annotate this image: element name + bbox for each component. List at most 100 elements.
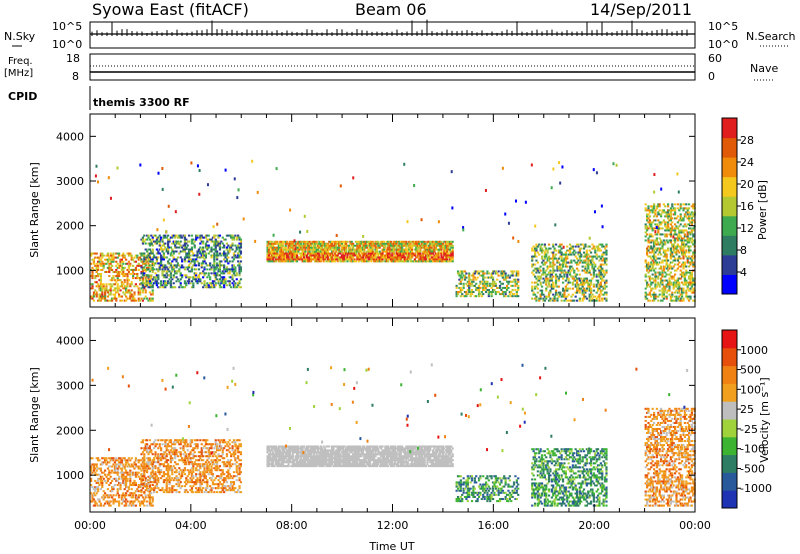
- scatter-cell: [160, 236, 163, 239]
- scatter-cell: [318, 258, 321, 261]
- scatter-cell: [650, 295, 653, 298]
- scatter-cell: [141, 262, 145, 265]
- scatter-cell: [487, 291, 490, 294]
- scatter-cell: [589, 291, 593, 294]
- scatter-cell: [556, 297, 559, 300]
- scatter-cell: [650, 221, 653, 224]
- scatter-cell: [287, 465, 290, 468]
- scatter-cell: [192, 252, 195, 255]
- scatter-cell: [680, 241, 684, 244]
- scatter-cell: [384, 244, 387, 247]
- scatter-cell: [151, 244, 154, 247]
- scatter-cell: [665, 235, 668, 238]
- scatter-cell: [158, 238, 161, 241]
- scatter-cell: [543, 279, 546, 282]
- scatter-cell: [176, 262, 180, 265]
- scatter-cell: [647, 221, 650, 224]
- scatter-cell: [160, 256, 163, 259]
- scatter-cell: [486, 280, 489, 283]
- scatter-cell: [575, 299, 579, 302]
- scatter-cell: [595, 245, 598, 248]
- scatter-cell: [300, 445, 303, 448]
- scatter-cell: [539, 293, 542, 296]
- scatter-cell: [140, 258, 143, 261]
- scatter-cell: [678, 233, 681, 236]
- scatter-cell: [510, 295, 513, 298]
- scatter-cell: [652, 279, 656, 282]
- scatter-cell: [671, 267, 674, 270]
- scatter-cell: [231, 242, 234, 245]
- scatter-cell: [148, 282, 152, 285]
- scatter-cell: [655, 295, 658, 298]
- scatter-cell: [183, 268, 187, 271]
- scatter-cell: [280, 258, 283, 261]
- scatter-cell: [325, 256, 328, 259]
- scatter-cell: [195, 264, 198, 267]
- scatter-cell: [307, 258, 310, 261]
- scatter-cell: [125, 285, 128, 288]
- scatter-cell: [669, 239, 672, 242]
- scatter-cell: [283, 258, 286, 261]
- scatter-cell: [330, 246, 334, 249]
- scatter-cell: [655, 207, 658, 210]
- scatter-cell: [349, 254, 352, 257]
- scatter-cell: [645, 253, 649, 256]
- scatter-cell: [539, 249, 542, 252]
- scatter-cell: [111, 254, 114, 257]
- scatter-cell: [461, 276, 464, 279]
- scatter-cell: [566, 275, 569, 278]
- scatter-cell: [399, 250, 402, 253]
- scatter-cell: [169, 276, 173, 279]
- scatter-cell: [554, 277, 558, 280]
- scatter-cell: [325, 244, 328, 247]
- scatter-cell: [171, 268, 174, 271]
- scatter-cell: [213, 244, 216, 247]
- scatter-cell: [104, 291, 107, 294]
- scatter-cell: [210, 250, 213, 253]
- scatter-cell: [157, 240, 160, 243]
- scatter-cell: [605, 253, 608, 256]
- scatter-cell: [417, 250, 421, 253]
- sparse-echo: [420, 218, 423, 222]
- scatter-cell: [451, 244, 454, 247]
- scatter-cell: [387, 246, 390, 249]
- scatter-cell: [571, 299, 574, 302]
- scatter-cell: [532, 255, 535, 258]
- scatter-cell: [148, 248, 152, 251]
- sparse-echo: [450, 170, 453, 174]
- scatter-cell: [274, 447, 278, 450]
- scatter-cell: [300, 252, 303, 255]
- scatter-cell: [391, 254, 394, 257]
- scatter-cell: [654, 285, 657, 288]
- scatter-cell: [311, 240, 314, 243]
- scatter-cell: [277, 258, 280, 261]
- sparse-echo: [362, 234, 365, 238]
- scatter-cell: [199, 272, 202, 275]
- scatter-cell: [269, 451, 272, 454]
- nsky-trace: [90, 19, 695, 36]
- scatter-cell: [395, 244, 398, 247]
- scatter-cell: [274, 461, 278, 464]
- scatter-cell: [491, 276, 495, 279]
- scatter-cell: [491, 280, 495, 283]
- scatter-cell: [196, 276, 199, 279]
- scatter-cell: [123, 266, 126, 269]
- scatter-cell: [197, 256, 201, 259]
- scatter-cell: [645, 233, 649, 236]
- scatter-cell: [284, 240, 287, 243]
- scatter-cell: [652, 257, 656, 260]
- scatter-cell: [472, 274, 475, 277]
- scatter-cell: [231, 244, 234, 247]
- scatter-cell: [274, 248, 278, 251]
- scatter-cell: [141, 238, 145, 241]
- scatter-cell: [139, 256, 142, 259]
- scatter-cell: [147, 258, 150, 261]
- scatter-cell: [122, 291, 125, 294]
- scatter-cell: [188, 270, 191, 273]
- scatter-cell: [120, 268, 124, 271]
- scatter-cell: [179, 236, 182, 239]
- scatter-cell: [90, 295, 93, 298]
- scatter-cell: [508, 293, 511, 296]
- scatter-cell: [223, 258, 226, 261]
- scatter-cell: [588, 255, 591, 258]
